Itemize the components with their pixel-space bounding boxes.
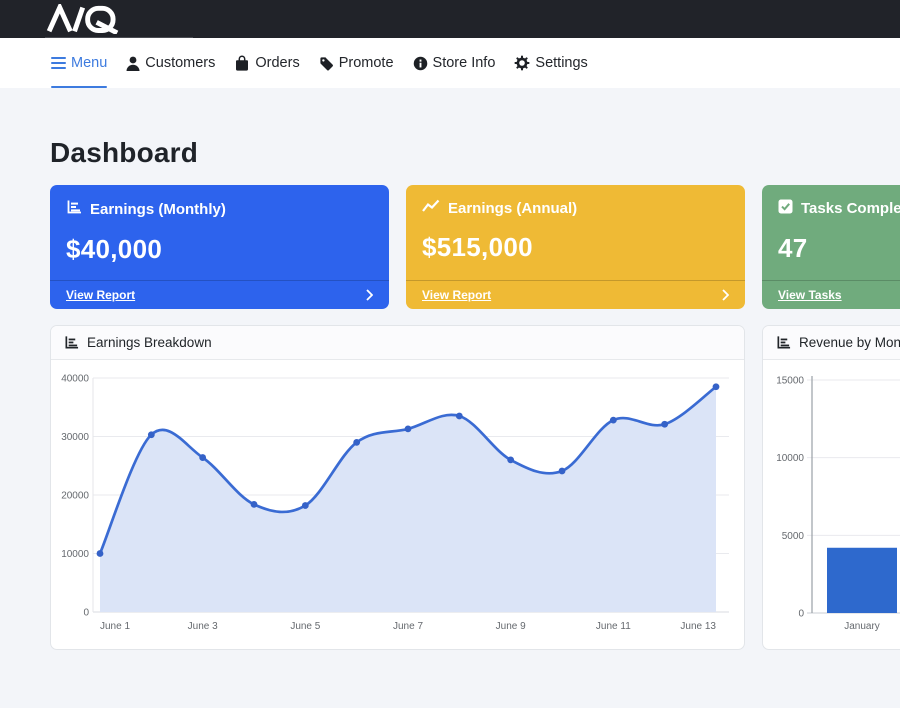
view-report-link[interactable]: View Report: [66, 288, 136, 302]
tag-icon: [319, 56, 334, 71]
hamburger-icon: [51, 57, 66, 69]
svg-text:15000: 15000: [776, 376, 804, 387]
info-circle-icon: [413, 56, 428, 71]
svg-text:June 3: June 3: [188, 621, 218, 632]
stat-card-title: Earnings (Annual): [448, 199, 578, 217]
brand-logo[interactable]: [45, 1, 127, 39]
revenue-bar-chart: 0 5000 10000 15000 January: [776, 376, 900, 632]
nav-item-orders[interactable]: Orders: [234, 38, 300, 88]
nav-item-menu[interactable]: Menu: [51, 38, 108, 88]
stat-card-footer: View Report: [406, 280, 745, 309]
page-title: Dashboard: [50, 137, 199, 168]
chevron-right-icon: [366, 289, 373, 301]
nav-label: Menu: [71, 55, 108, 71]
line-chart-area: 0 10000 20000 30000 40000 June 1 June 3 June 5 J…: [51, 360, 744, 649]
nav-label: Orders: [255, 55, 300, 71]
view-report-link[interactable]: View Report: [422, 288, 492, 302]
gear-icon: [514, 55, 530, 71]
nav-item-promote[interactable]: Promote: [319, 38, 394, 88]
bar-chart-area: 0 5000 10000 15000 January: [763, 360, 900, 649]
bar-chart-icon: [64, 335, 79, 350]
svg-text:40000: 40000: [61, 374, 89, 385]
nav-item-store-info[interactable]: Store Info: [413, 38, 496, 88]
stat-card-value: $515,000: [422, 232, 533, 262]
view-tasks-link[interactable]: View Tasks: [778, 288, 842, 302]
svg-text:0: 0: [798, 609, 804, 620]
chart-card-header: Revenue by Month: [763, 326, 900, 360]
stat-card-value: 47: [778, 233, 808, 263]
svg-text:10000: 10000: [61, 549, 89, 560]
shopping-bag-icon: [234, 55, 250, 71]
check-square-icon: [778, 199, 793, 218]
svg-text:June 7: June 7: [393, 621, 423, 632]
stat-card-footer: View Report: [50, 280, 389, 309]
nav-item-settings[interactable]: Settings: [514, 38, 588, 88]
bar-chart-icon: [66, 199, 82, 219]
card-tasks-completed: Tasks Completed 47 View Tasks: [762, 185, 900, 309]
card-earnings-annual: Earnings (Annual) $515,000 View Report: [406, 185, 745, 309]
nav-label: Settings: [535, 55, 588, 71]
charts-row: Earnings Breakdown 0 10000 20000 30000 40000…: [50, 325, 900, 650]
svg-text:June 5: June 5: [290, 621, 320, 632]
stat-card-title: Tasks Completed: [801, 200, 900, 217]
chart-title: Earnings Breakdown: [87, 335, 212, 350]
nav-label: Customers: [145, 55, 216, 71]
main-navigation: Menu Customers Orders Promote: [0, 38, 900, 88]
stat-card-footer: View Tasks: [762, 280, 900, 309]
person-icon: [126, 56, 140, 71]
chart-title: Revenue by Month: [799, 335, 900, 350]
svg-text:January: January: [844, 621, 880, 632]
stat-card-title: Earnings (Monthly): [90, 200, 226, 218]
chevron-right-icon: [722, 289, 729, 301]
svg-text:June 1: June 1: [100, 621, 130, 632]
page-content: Dashboard Earnings (Monthly) $40,000 Vie…: [0, 88, 900, 650]
top-app-bar: [0, 0, 900, 38]
stat-card-value: $40,000: [66, 234, 163, 264]
card-earnings-monthly: Earnings (Monthly) $40,000 View Report: [50, 185, 389, 309]
brand-logo-icon: [46, 1, 119, 36]
svg-text:30000: 30000: [61, 432, 89, 443]
stat-cards-row: Earnings (Monthly) $40,000 View Report E…: [50, 185, 900, 309]
chart-card-header: Earnings Breakdown: [51, 326, 744, 360]
nav-label: Promote: [338, 55, 394, 71]
nav-label: Store Info: [432, 55, 496, 71]
svg-text:20000: 20000: [61, 491, 89, 502]
line-chart-icon: [422, 199, 440, 217]
earnings-breakdown-card: Earnings Breakdown 0 10000 20000 30000 40000…: [50, 325, 745, 650]
svg-text:0: 0: [83, 608, 89, 619]
nav-item-customers[interactable]: Customers: [126, 38, 215, 88]
revenue-by-month-card: Revenue by Month 0 5000 10000 15000 January: [762, 325, 900, 650]
svg-text:5000: 5000: [782, 531, 805, 542]
svg-text:June 9: June 9: [496, 621, 526, 632]
svg-text:June 11: June 11: [596, 621, 631, 632]
svg-text:June 13: June 13: [680, 621, 716, 632]
brand-underline: [45, 37, 193, 38]
svg-text:10000: 10000: [776, 453, 804, 464]
bar-chart-icon: [776, 335, 791, 350]
active-tab-underline: [51, 85, 108, 88]
earnings-line-chart: 0 10000 20000 30000 40000 June 1 June 3 June 5 J…: [61, 374, 729, 632]
